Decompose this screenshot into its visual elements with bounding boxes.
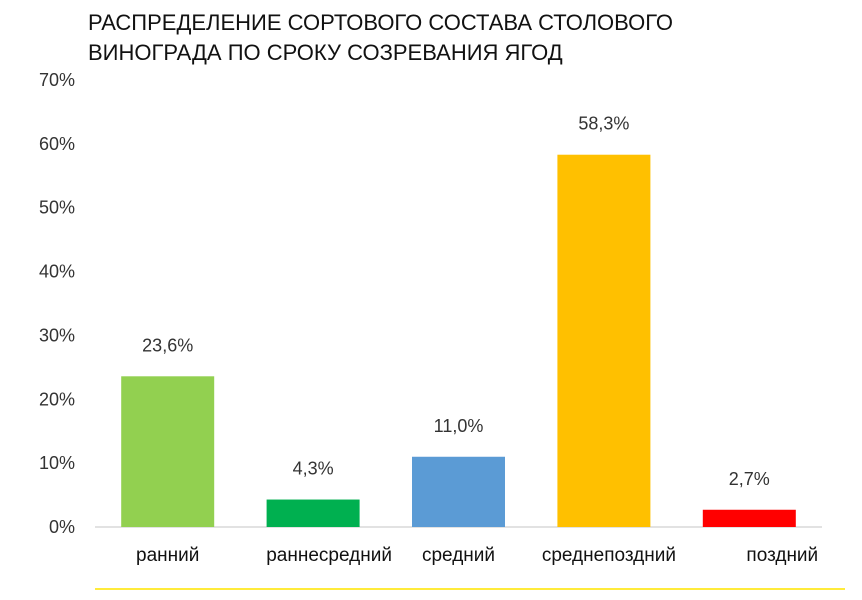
y-tick-label: 30%: [39, 325, 75, 345]
y-axis: 0% 10% 20% 30% 40% 50% 60% 70%: [39, 70, 75, 537]
data-label: 11,0%: [434, 416, 484, 436]
data-label: 2,7%: [729, 469, 770, 489]
bar-2: [266, 499, 360, 527]
y-tick-label: 60%: [39, 134, 75, 154]
y-tick-label: 20%: [39, 389, 75, 409]
y-tick-label: 10%: [39, 453, 75, 473]
data-label: 4,3%: [293, 459, 334, 479]
x-axis-categories: ранний раннесредний средний среднепоздний по…: [136, 545, 818, 566]
chart-title: РАСПРЕДЕЛЕНИЕ СОРТОВОГО СОСТАВА СТОЛОВОГ…: [88, 8, 788, 68]
x-category-label: ранний: [136, 545, 199, 566]
bar-1: [121, 376, 215, 527]
data-label: 23,6%: [142, 335, 193, 355]
bar-series: [121, 154, 796, 527]
bar-3: [412, 456, 505, 527]
y-tick-label: 0%: [49, 517, 75, 537]
chart-title-line-2: ВИНОГРАДА ПО СРОКУ СОЗРЕВАНИЯ ЯГОД: [88, 40, 563, 65]
data-labels: 23,6% 4,3% 11,0% 58,3% 2,7%: [142, 114, 770, 489]
chart-title-line-1: РАСПРЕДЕЛЕНИЕ СОРТОВОГО СОСТАВА СТОЛОВОГ…: [88, 10, 673, 35]
data-label: 58,3%: [578, 114, 629, 134]
y-tick-label: 50%: [39, 198, 75, 218]
y-tick-label: 70%: [39, 70, 75, 90]
bar-4: [557, 154, 651, 527]
bar-5: [702, 509, 796, 527]
y-tick-label: 40%: [39, 262, 75, 282]
x-category-label: среднепоздний: [542, 545, 676, 566]
x-category-label: поздний: [746, 545, 818, 566]
x-category-label: средний: [422, 545, 495, 566]
x-category-label: раннесредний: [266, 545, 392, 566]
